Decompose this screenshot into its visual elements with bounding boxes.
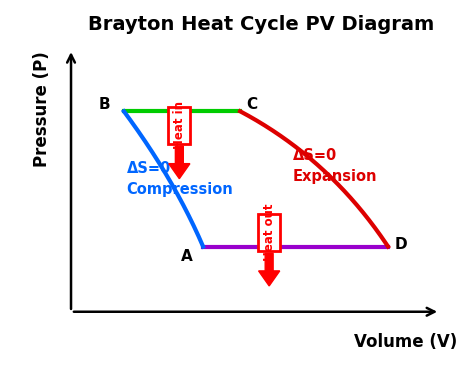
Text: Pressure (P): Pressure (P) (33, 51, 51, 167)
Text: Volume (V): Volume (V) (354, 333, 457, 351)
Text: D: D (394, 237, 407, 252)
FancyBboxPatch shape (168, 106, 191, 144)
Text: A: A (181, 249, 192, 264)
Text: C: C (246, 97, 257, 112)
Text: Heat out: Heat out (263, 204, 276, 261)
FancyArrow shape (259, 254, 280, 286)
Text: Heat in: Heat in (173, 101, 186, 149)
Text: ΔS=0
Compression: ΔS=0 Compression (127, 161, 233, 197)
FancyArrow shape (169, 146, 190, 179)
Text: B: B (99, 97, 110, 112)
Text: ΔS=0
Expansion: ΔS=0 Expansion (293, 148, 377, 184)
Title: Brayton Heat Cycle PV Diagram: Brayton Heat Cycle PV Diagram (88, 15, 434, 34)
FancyBboxPatch shape (258, 214, 280, 251)
